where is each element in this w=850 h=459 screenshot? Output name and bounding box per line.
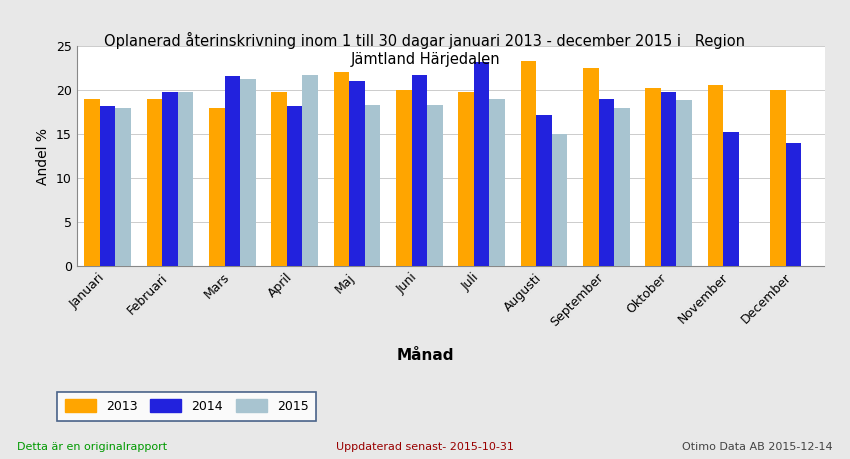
Bar xyxy=(520,61,536,266)
Bar xyxy=(660,92,677,266)
Text: Otimo Data AB 2015-12-14: Otimo Data AB 2015-12-14 xyxy=(683,442,833,452)
Bar xyxy=(84,99,99,266)
Bar xyxy=(614,107,630,266)
Bar xyxy=(677,100,692,266)
Bar xyxy=(209,107,224,266)
Bar xyxy=(178,92,193,266)
Bar xyxy=(286,106,303,266)
Bar xyxy=(162,92,178,266)
Text: Oplanerad återinskrivning inom 1 till 30 dagar januari 2013 - december 2015 i   : Oplanerad återinskrivning inom 1 till 30… xyxy=(105,32,745,67)
Bar xyxy=(224,76,240,266)
Bar xyxy=(707,84,723,266)
Text: Månad: Månad xyxy=(396,348,454,363)
Bar xyxy=(785,143,801,266)
Bar xyxy=(99,106,116,266)
Legend: 2013, 2014, 2015: 2013, 2014, 2015 xyxy=(57,392,316,420)
Bar xyxy=(583,68,598,266)
Bar xyxy=(146,99,162,266)
Bar xyxy=(723,132,739,266)
Text: Detta är en originalrapport: Detta är en originalrapport xyxy=(17,442,167,452)
Y-axis label: Andel %: Andel % xyxy=(37,128,50,185)
Bar xyxy=(116,107,131,266)
Bar xyxy=(490,99,505,266)
Bar xyxy=(598,99,614,266)
Bar xyxy=(396,90,411,266)
Bar xyxy=(536,115,552,266)
Bar xyxy=(458,92,473,266)
Bar xyxy=(333,73,349,266)
Bar xyxy=(552,134,568,266)
Bar xyxy=(474,62,490,266)
Bar xyxy=(427,105,443,266)
Bar xyxy=(271,92,286,266)
Bar xyxy=(770,90,785,266)
Text: Uppdaterad senast- 2015-10-31: Uppdaterad senast- 2015-10-31 xyxy=(336,442,514,452)
Bar xyxy=(645,88,661,266)
Bar xyxy=(240,78,256,266)
Bar xyxy=(349,81,365,266)
Bar xyxy=(365,105,380,266)
Bar xyxy=(411,75,427,266)
Bar xyxy=(303,75,318,266)
